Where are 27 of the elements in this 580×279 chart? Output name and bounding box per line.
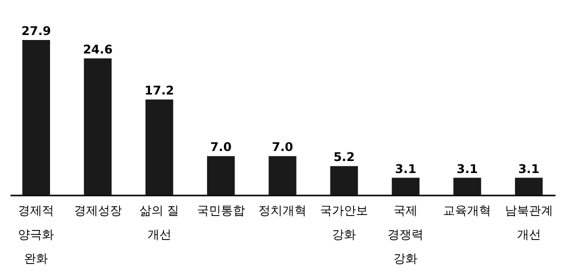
x-tick-label: 정치개혁 (258, 204, 306, 218)
bar (514, 178, 543, 195)
data-label: 7.0 (210, 140, 232, 154)
x-tick-label: 국가안보 강화 (320, 204, 368, 242)
data-label: 7.0 (272, 140, 294, 154)
bar (145, 99, 174, 195)
data-label: 3.1 (395, 162, 416, 176)
x-tick-label: 경제적 양극화 완화 (18, 204, 54, 266)
data-label: 27.9 (21, 24, 51, 38)
bar (392, 178, 420, 195)
bar (268, 156, 296, 195)
x-tick-label: 국민통합 (196, 204, 245, 218)
x-tick-label: 국제 경쟁력 강화 (388, 204, 424, 266)
bar (22, 40, 50, 195)
data-label: 3.1 (518, 162, 540, 176)
bar (84, 58, 112, 195)
bar (330, 166, 358, 195)
x-tick-label: 남북관계 개선 (504, 204, 553, 242)
data-label: 17.2 (144, 83, 174, 98)
x-tick-label: 경제성장 (74, 204, 122, 218)
data-label: 3.1 (456, 162, 478, 176)
bar (453, 178, 482, 195)
data-label: 24.6 (82, 42, 113, 56)
x-tick-label: 교육개혁 (443, 204, 492, 218)
data-label: 5.2 (333, 150, 355, 164)
x-tick-label: 삶의 질 개선 (139, 204, 180, 242)
bar (207, 156, 235, 195)
